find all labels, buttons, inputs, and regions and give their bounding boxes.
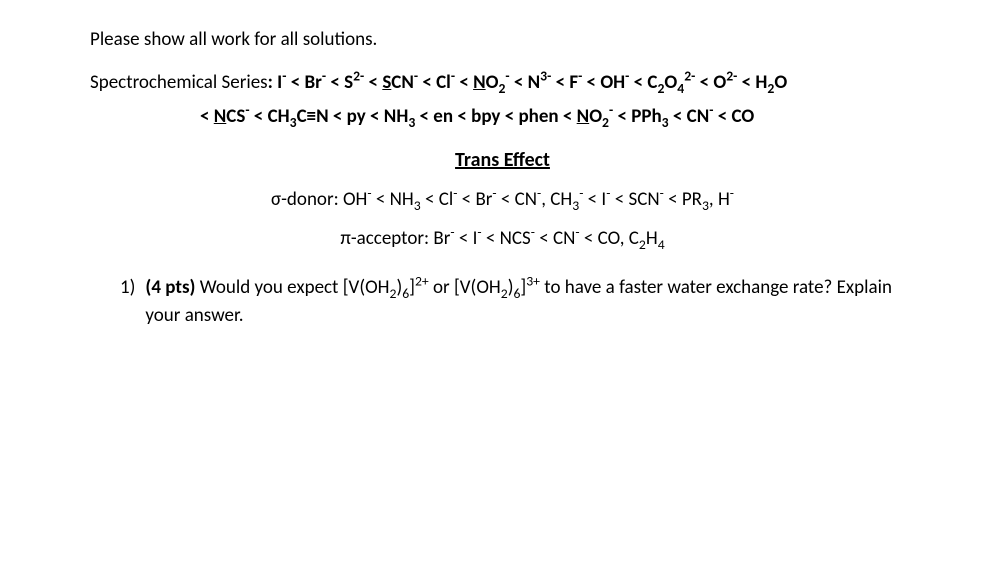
trans-effect-title: Trans Effect <box>90 148 915 172</box>
question-body: (4 pts) Would you expect [V(OH2)6]2+ or … <box>145 274 915 329</box>
question-number: 1) <box>120 274 135 329</box>
question-text: Would you expect [V(OH2)6]2+ or [V(OH2)6… <box>145 276 892 327</box>
sigma-donor-line: σ-donor: OH- < NH3 < Cl- < Br- < CN-, CH… <box>90 188 915 211</box>
pi-label: π-acceptor: <box>340 227 433 250</box>
pi-acceptor-line: π-acceptor: Br- < I- < NCS- < CN- < CO, … <box>90 227 915 250</box>
pi-series: Br- < I- < NCS- < CN- < CO, C2H4 <box>433 227 664 250</box>
sp1: I- < Br- < S2- < SCN- < Cl- < NO2- < N3-… <box>277 71 787 94</box>
spectrochemical-series-line2: < NCS- < CH3C≡N < py < NH3 < en < bpy < … <box>90 103 915 131</box>
spectrochemical-series-line1: Spectrochemical Series: I- < Br- < S2- <… <box>90 69 915 97</box>
sigma-series: OH- < NH3 < Cl- < Br- < CN-, CH3- < I- <… <box>343 188 734 211</box>
question-1: 1) (4 pts) Would you expect [V(OH2)6]2+ … <box>90 274 915 329</box>
sp2: < NCS- < CH3C≡N < py < NH3 < en < bpy < … <box>200 105 754 128</box>
sigma-label: σ-donor: <box>271 188 343 211</box>
spectro-label: Spectrochemical Series <box>90 71 268 94</box>
instruction-text: Please show all work for all solutions. <box>90 28 915 51</box>
question-points: (4 pts) <box>145 276 195 299</box>
